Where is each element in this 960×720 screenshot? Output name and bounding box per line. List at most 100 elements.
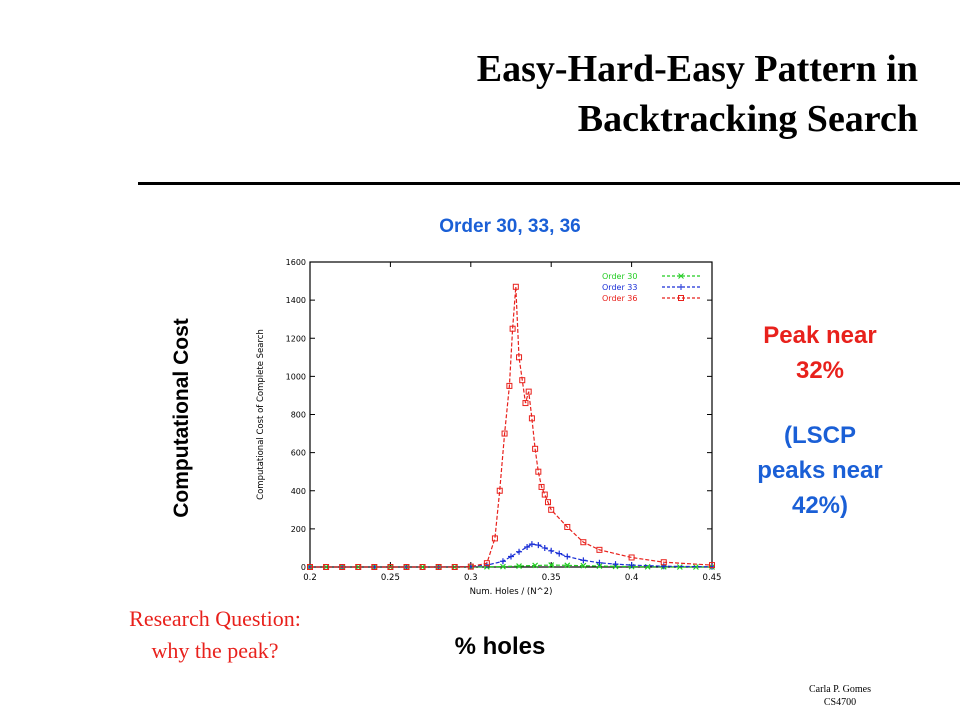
data-point bbox=[512, 283, 519, 290]
peak-note-line-1: Peak near bbox=[763, 322, 877, 349]
data-point bbox=[535, 542, 542, 549]
y-tick-label: 1400 bbox=[286, 296, 306, 305]
lscp-note-line-1: (LSCP bbox=[784, 422, 856, 449]
data-point bbox=[483, 560, 490, 567]
y-tick-label: 800 bbox=[291, 411, 306, 420]
title-rule bbox=[138, 182, 960, 185]
lscp-note-line-3: 42%) bbox=[791, 492, 849, 519]
data-point bbox=[538, 483, 545, 490]
data-point bbox=[387, 564, 394, 570]
y-tick-label: 1000 bbox=[286, 372, 306, 381]
legend-label: Order 33 bbox=[602, 283, 637, 292]
data-point bbox=[556, 550, 563, 557]
data-point bbox=[323, 564, 330, 570]
x-tick-label: 0.45 bbox=[703, 573, 722, 583]
data-point bbox=[451, 564, 458, 570]
y-tick-label: 400 bbox=[291, 487, 306, 496]
research-question-line-1: Research Question: bbox=[129, 606, 301, 631]
data-point bbox=[709, 562, 715, 569]
data-point bbox=[548, 562, 555, 569]
data-point bbox=[508, 553, 514, 560]
data-point bbox=[355, 564, 362, 570]
data-point bbox=[516, 563, 522, 569]
data-point bbox=[535, 468, 542, 475]
y-tick-label: 200 bbox=[291, 525, 306, 534]
data-point bbox=[339, 564, 346, 570]
data-point bbox=[541, 544, 548, 551]
data-point bbox=[580, 557, 587, 564]
data-point bbox=[532, 562, 539, 569]
y-tick-label: 600 bbox=[291, 449, 306, 458]
y-tick-label: 1200 bbox=[286, 334, 306, 343]
data-point bbox=[419, 564, 426, 570]
legend-label: Order 36 bbox=[602, 294, 637, 303]
plot-frame bbox=[309, 261, 713, 568]
footer-course: CS4700 bbox=[823, 697, 857, 708]
data-point bbox=[544, 499, 551, 506]
x-axis-title: % holes bbox=[454, 633, 546, 660]
legend-marker bbox=[678, 295, 684, 301]
data-point bbox=[522, 400, 529, 407]
x-axis-label: Num. Holes / (N^2) bbox=[470, 587, 553, 597]
data-point bbox=[596, 546, 603, 553]
footer: Carla P. Gomes CS4700 bbox=[790, 683, 890, 709]
data-point bbox=[580, 562, 587, 569]
legend-marker bbox=[678, 284, 684, 290]
footer-author: Carla P. Gomes bbox=[809, 684, 871, 695]
title-line-2: Backtracking Search bbox=[577, 98, 918, 140]
data-point bbox=[692, 564, 699, 570]
data-point bbox=[435, 564, 442, 570]
research-question: Research Question: why the peak? bbox=[80, 603, 350, 667]
data-point bbox=[524, 543, 531, 550]
data-point bbox=[467, 563, 474, 570]
data-point bbox=[628, 554, 635, 561]
data-point bbox=[323, 564, 330, 570]
peak-note: Peak near 32% bbox=[722, 318, 918, 388]
legend-label: Order 30 bbox=[602, 272, 637, 281]
data-point bbox=[371, 564, 378, 570]
x-tick-label: 0.3 bbox=[464, 573, 478, 583]
y-axis-title: Computational Cost bbox=[170, 318, 193, 518]
legend-marker bbox=[678, 273, 684, 279]
data-point bbox=[676, 564, 683, 570]
y-tick-label: 0 bbox=[301, 563, 306, 572]
data-point bbox=[528, 415, 535, 422]
data-point bbox=[506, 382, 513, 389]
chart-subtitle: Order 30, 33, 36 bbox=[439, 216, 581, 237]
data-point bbox=[548, 547, 555, 554]
data-point bbox=[403, 564, 410, 570]
data-point bbox=[307, 564, 313, 570]
data-point bbox=[516, 354, 523, 361]
data-point bbox=[564, 553, 571, 560]
data-point bbox=[501, 430, 508, 437]
data-point bbox=[596, 559, 603, 566]
data-point bbox=[541, 491, 548, 498]
data-point bbox=[660, 559, 667, 566]
slide-title: Easy-Hard-Easy Pattern in Backtracking S… bbox=[477, 44, 918, 144]
data-point bbox=[525, 388, 532, 395]
title-line-1: Easy-Hard-Easy Pattern in bbox=[476, 48, 918, 90]
data-point bbox=[564, 562, 571, 569]
data-point bbox=[419, 564, 426, 570]
data-point bbox=[564, 523, 571, 530]
data-point bbox=[612, 561, 619, 568]
data-point bbox=[528, 541, 535, 548]
data-point bbox=[532, 445, 539, 452]
data-point bbox=[580, 539, 587, 546]
data-point bbox=[548, 506, 555, 513]
x-tick-label: 0.2 bbox=[303, 573, 317, 583]
series-line-order-36 bbox=[310, 286, 713, 568]
data-point bbox=[496, 487, 503, 494]
lscp-note-line-2: peaks near bbox=[757, 457, 883, 484]
y-axis-label: Computational Cost of Complete Search bbox=[256, 329, 266, 500]
data-point bbox=[596, 563, 603, 569]
data-point bbox=[500, 563, 506, 570]
research-question-line-2: why the peak? bbox=[151, 638, 279, 663]
data-point bbox=[491, 535, 498, 542]
data-point bbox=[519, 377, 526, 384]
y-tick-label: 1600 bbox=[286, 258, 306, 267]
data-point bbox=[628, 562, 635, 569]
data-point bbox=[499, 558, 506, 565]
peak-note-line-2: 32% bbox=[795, 357, 845, 384]
